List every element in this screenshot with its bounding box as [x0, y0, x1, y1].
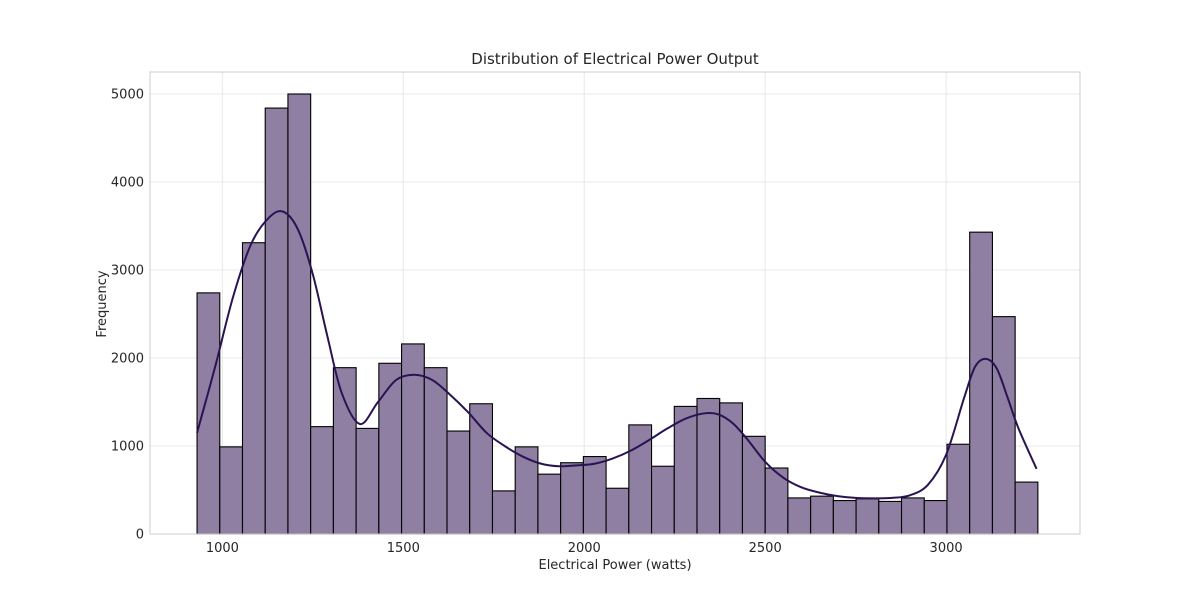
y-tick-label: 0 [136, 528, 144, 543]
histogram-bar [855, 498, 880, 535]
histogram-bar [401, 343, 425, 535]
x-axis-label: Electrical Power (watts) [538, 558, 691, 573]
histogram-bar [491, 490, 516, 535]
y-tick-label: 2000 [111, 352, 144, 367]
histogram-bar [991, 316, 1016, 535]
histogram-bar [605, 487, 630, 535]
histogram-bar [582, 456, 607, 535]
histogram-bar [332, 367, 357, 535]
histogram-bar [878, 500, 903, 535]
x-tick-label: 1500 [387, 541, 420, 556]
plot-frame [149, 71, 1081, 535]
y-axis-ticks: 0 1000 2000 3000 4000 5000 [111, 88, 144, 543]
y-axis-label: Frequency [95, 270, 110, 337]
histogram-bar [196, 292, 221, 535]
histogram-bar [514, 446, 539, 535]
histogram-bar [264, 107, 289, 535]
histogram-bar [787, 497, 812, 535]
histogram-bar [355, 427, 380, 535]
histogram-bar [900, 497, 925, 535]
histogram-bar [287, 93, 312, 535]
histogram-bar [696, 397, 721, 535]
x-axis-ticks: 1000 1500 2000 2500 3000 [206, 541, 963, 556]
x-tick-label: 3000 [930, 541, 963, 556]
histogram-bar [969, 231, 993, 535]
histogram-bar [832, 500, 857, 535]
histogram-bar [241, 242, 266, 535]
kde-curve [196, 210, 1038, 500]
histogram-bar [741, 435, 766, 535]
y-tick-label: 5000 [111, 88, 144, 103]
histogram-bar [423, 367, 448, 535]
histogram-bar [537, 473, 562, 535]
histogram-bar [446, 430, 471, 535]
histogram-bar [673, 405, 698, 535]
histogram-bar [560, 462, 584, 535]
histogram-bar [650, 465, 675, 535]
histogram-bar [923, 500, 948, 535]
histogram-bar [219, 446, 244, 535]
histogram-bar [1014, 481, 1039, 535]
chart-title: Distribution of Electrical Power Output [471, 50, 759, 68]
y-tick-label: 1000 [111, 440, 144, 455]
histogram-bar [469, 403, 494, 535]
x-tick-label: 2000 [568, 541, 601, 556]
histogram-bar [946, 443, 971, 535]
histogram-bar [810, 495, 834, 535]
y-tick-label: 3000 [111, 264, 144, 279]
y-tick-label: 4000 [111, 176, 144, 191]
x-tick-label: 1000 [206, 541, 239, 556]
histogram-bar [310, 426, 334, 535]
histogram-bar [378, 362, 403, 535]
x-tick-label: 2500 [749, 541, 782, 556]
